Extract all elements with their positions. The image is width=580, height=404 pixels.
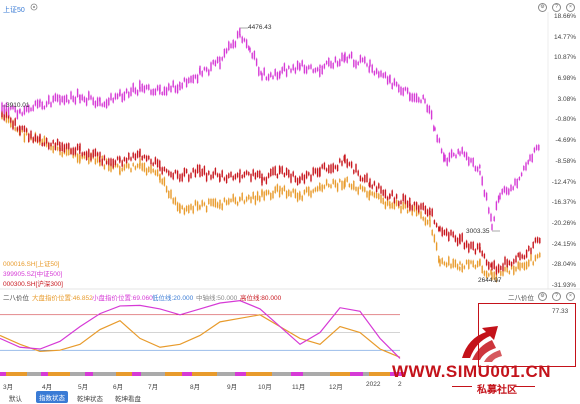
indicator-right-title: 二八价位 (508, 295, 534, 302)
y-tick-label: 6.98% (557, 75, 576, 83)
watermark-logo-icon (462, 326, 502, 362)
y-tick-label: -20.26% (551, 219, 576, 227)
x-tick-label: 12月 (329, 384, 343, 391)
indicator-mid-line: 中轴线:50.000 (196, 295, 238, 302)
price-low1-label: 3003.35 (466, 228, 490, 235)
y-tick-label: -16.37% (551, 199, 576, 207)
tab-default[interactable]: 默认 (9, 396, 22, 403)
x-tick-label: 7月 (148, 384, 159, 391)
price-low2-label: 2644.97 (478, 277, 502, 284)
symbol-label[interactable]: 上证50 (3, 7, 25, 14)
indicator-small-cap: 小盘指价位置:69.060 (92, 295, 153, 302)
y-tick-label: -24.15% (551, 240, 576, 248)
watermark-rule-right (515, 386, 535, 387)
price-high-label: 4476.43 (248, 24, 272, 31)
candlestick-series (1, 27, 541, 283)
indicator-title[interactable]: 二八价位 (3, 295, 29, 302)
y-tick-label: -12.47% (551, 178, 576, 186)
x-tick-label: 9月 (227, 384, 238, 391)
indicator-lines (0, 300, 401, 359)
help-icon[interactable]: ? (552, 3, 561, 12)
legend-item-hs300[interactable]: 000300.SH[沪深300] (3, 281, 63, 288)
x-tick-label: 4月 (42, 384, 53, 391)
tab-index-status[interactable]: 指数状态 (36, 391, 68, 403)
tab-qiankun-status[interactable]: 乾坤状态 (77, 396, 103, 403)
x-tick-label: 5月 (78, 384, 89, 391)
price-start-label: 3910.01 (6, 102, 30, 109)
x-tick-label: 2022 (366, 381, 381, 388)
y-tick-label: 10.87% (553, 54, 576, 62)
indicator-settings-icon[interactable]: ⚙ (538, 292, 547, 301)
indicator-help-icon[interactable]: ? (552, 292, 561, 301)
settings-icon[interactable]: ⚙ (538, 3, 547, 12)
indicator-high-line: 高位线:80.000 (240, 295, 282, 302)
symbol-settings-icon[interactable] (30, 3, 38, 11)
legend-item-zz500[interactable]: 399905.SZ[中证500] (3, 271, 63, 278)
indicator-close-icon[interactable]: × (566, 292, 575, 301)
legend-item-sz50[interactable]: 000016.SH[上证50] (3, 261, 60, 268)
y-tick-label: -0.80% (555, 116, 576, 124)
indicator-large-cap: 大盘指价位置:46.852 (32, 295, 93, 302)
y-tick-label: -8.58% (555, 157, 576, 165)
y-tick-label: -4.69% (555, 137, 576, 145)
y-tick-label: 3.08% (557, 95, 576, 103)
y-tick-label: -28.04% (551, 261, 576, 269)
x-tick-label: 10月 (258, 384, 272, 391)
watermark-frame (478, 303, 576, 367)
x-tick-label: 6月 (113, 384, 124, 391)
indicator-right-value: 77.33 (552, 308, 569, 315)
y-tick-label: 14.77% (553, 33, 576, 41)
x-tick-label: 8月 (190, 384, 201, 391)
indicator-low-line: 低位线:20.000 (152, 295, 194, 302)
close-icon[interactable]: × (566, 3, 575, 12)
y-tick-label: -31.93% (551, 282, 576, 289)
watermark-rule-left (452, 386, 472, 387)
tab-qiankun-watch[interactable]: 乾坤看盘 (115, 396, 141, 403)
watermark-slogan: 私募社区 (477, 385, 517, 396)
status-strip (0, 372, 404, 376)
x-tick-label: 2 (398, 381, 402, 388)
y-tick-label: 18.66% (553, 13, 576, 20)
watermark-url: WWW.SIMU001.CN (392, 362, 552, 381)
x-tick-label: 3月 (3, 384, 14, 391)
x-tick-label: 11月 (292, 384, 306, 391)
